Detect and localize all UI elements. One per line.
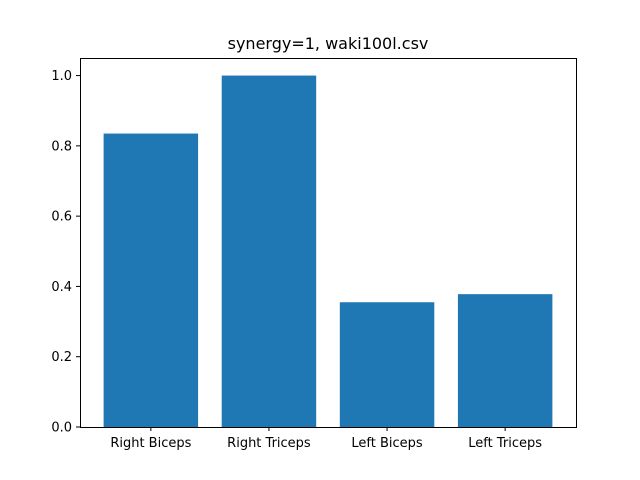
y-tick-label: 1.0 <box>51 69 72 84</box>
x-tick-label: Left Triceps <box>468 436 542 451</box>
y-tick-label: 0.0 <box>51 421 72 436</box>
bar-left-triceps <box>457 294 553 427</box>
y-tick-label: 0.4 <box>51 280 72 295</box>
bar-right-biceps <box>103 133 199 428</box>
plot-frame <box>80 58 577 428</box>
x-tick-label: Right Triceps <box>227 436 311 451</box>
y-tick-label: 0.8 <box>51 139 72 154</box>
x-tick-label: Left Biceps <box>351 436 423 451</box>
chart-title: synergy=1, waki100l.csv <box>228 34 429 53</box>
x-axis: Right Biceps Right Triceps Left Biceps Left… <box>110 427 542 451</box>
y-axis: 0.0 0.2 0.4 0.6 0.8 1.0 <box>51 69 80 436</box>
bar-left-biceps <box>339 302 435 427</box>
x-tick-label: Right Biceps <box>110 436 191 451</box>
bars-group <box>103 75 553 428</box>
y-tick-label: 0.2 <box>51 350 72 365</box>
bar-right-triceps <box>221 75 317 428</box>
y-tick-label: 0.6 <box>51 210 72 225</box>
